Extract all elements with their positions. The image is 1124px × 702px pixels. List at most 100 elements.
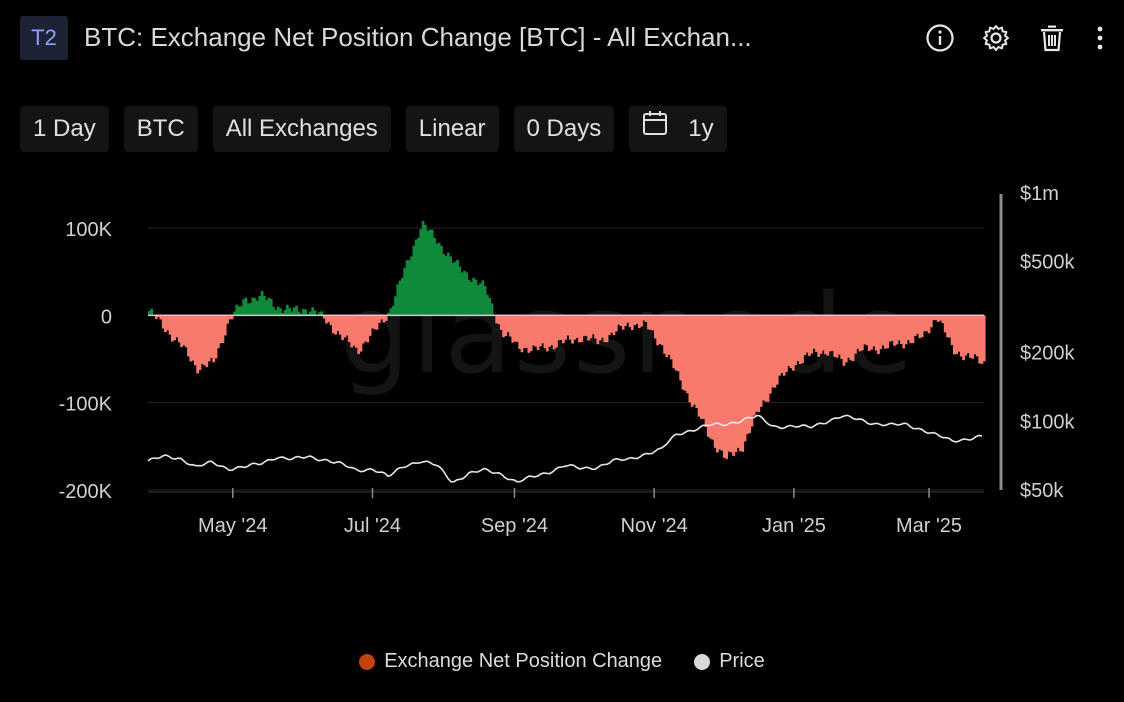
- net-bar-negative: [640, 315, 643, 327]
- net-bar-negative: [617, 315, 620, 325]
- net-bar-negative: [884, 315, 887, 349]
- net-bar-positive: [258, 296, 262, 316]
- net-bar-negative: [941, 315, 945, 324]
- net-bar-negative: [539, 315, 542, 347]
- net-bar-positive: [460, 272, 464, 316]
- net-bar-positive: [391, 306, 395, 316]
- net-bar-negative: [564, 315, 567, 340]
- net-bar-negative: [946, 315, 949, 338]
- info-icon[interactable]: [922, 20, 958, 56]
- net-bar-negative: [610, 315, 613, 333]
- net-bar-negative: [637, 315, 641, 329]
- net-bar-negative: [895, 315, 899, 345]
- net-bar-negative: [824, 315, 827, 355]
- chart-plot[interactable]: 100K 0 -100K -200K $1m $500k $200k $100k $50k May…: [0, 180, 1124, 560]
- exchange-dropdown[interactable]: All Exchanges: [212, 106, 391, 152]
- net-bar-negative: [585, 315, 588, 336]
- net-bar-negative: [173, 315, 176, 341]
- gear-icon[interactable]: [978, 20, 1014, 56]
- trash-icon[interactable]: [1034, 20, 1070, 56]
- net-bar-negative: [217, 315, 220, 349]
- net-bar-negative: [647, 315, 650, 330]
- net-bar-positive: [249, 303, 252, 316]
- net-bar-negative: [934, 315, 938, 321]
- net-bar-negative: [644, 315, 648, 322]
- net-bar-positive: [313, 310, 317, 316]
- scale-dropdown[interactable]: Linear: [405, 106, 499, 152]
- date-range-button[interactable]: 1y: [629, 106, 727, 152]
- net-bar-negative: [904, 315, 908, 345]
- moving-average-dropdown[interactable]: 0 Days: [513, 106, 615, 152]
- net-bar-positive: [405, 260, 409, 316]
- net-bar-negative: [780, 315, 784, 374]
- legend-item-net-position[interactable]: Exchange Net Position Change: [359, 650, 662, 673]
- net-bar-negative: [543, 315, 547, 349]
- net-bar-positive: [253, 298, 257, 316]
- net-bar-negative: [674, 315, 678, 371]
- net-bar-negative: [522, 315, 526, 349]
- net-bar-negative: [980, 315, 984, 364]
- net-bar-negative: [355, 315, 358, 348]
- asset-dropdown[interactable]: BTC: [123, 106, 198, 152]
- net-bar-negative: [957, 315, 961, 352]
- more-vertical-icon[interactable]: [1090, 20, 1110, 56]
- net-bar-negative: [943, 315, 947, 333]
- net-bar-negative: [798, 315, 802, 365]
- net-bar-negative: [746, 315, 749, 435]
- net-bar-negative: [154, 315, 158, 320]
- net-bar-negative: [794, 315, 797, 366]
- net-bar-positive: [412, 245, 416, 316]
- net-bar-negative: [343, 315, 347, 338]
- net-bar-negative: [982, 315, 986, 362]
- net-bar-negative: [187, 315, 190, 357]
- net-bar-positive: [150, 308, 153, 316]
- net-bar-negative: [594, 315, 597, 339]
- net-bar-negative: [815, 315, 818, 352]
- net-bar-negative: [865, 315, 869, 346]
- net-bar-positive: [403, 267, 406, 316]
- net-bar-negative: [939, 315, 942, 321]
- net-bar-negative: [801, 315, 804, 364]
- y-right-tick-label: $50k: [1020, 480, 1064, 502]
- net-bar-negative: [511, 315, 515, 343]
- resolution-dropdown[interactable]: 1 Day: [20, 106, 109, 152]
- net-bar-negative: [329, 315, 333, 326]
- net-bar-positive: [481, 280, 485, 316]
- net-bar-negative: [619, 315, 623, 326]
- net-bar-negative: [596, 315, 600, 345]
- net-bar-positive: [430, 229, 434, 316]
- net-bar-negative: [573, 315, 577, 340]
- net-bar-negative: [971, 315, 975, 359]
- legend-label-price: Price: [719, 650, 765, 672]
- net-bar-negative: [711, 315, 715, 440]
- net-bar-negative: [828, 315, 832, 352]
- legend-item-price[interactable]: Price: [694, 650, 765, 673]
- net-bar-positive: [426, 230, 429, 316]
- net-bar-negative: [322, 315, 326, 319]
- net-bar-positive: [267, 297, 271, 316]
- net-bar-negative: [916, 315, 919, 334]
- net-bar-negative: [718, 315, 722, 450]
- net-bar-negative: [792, 315, 795, 371]
- chart-toolbar: 1 Day BTC All Exchanges Linear 0 Days 1y: [20, 106, 727, 152]
- net-bar-negative: [863, 315, 866, 345]
- net-bar-negative: [879, 315, 883, 350]
- net-bar-negative: [332, 315, 335, 334]
- net-bar-negative: [527, 315, 531, 353]
- net-bar-negative: [870, 315, 873, 350]
- net-bar-negative: [950, 315, 954, 346]
- net-bar-negative: [210, 315, 213, 359]
- net-bar-negative: [509, 315, 512, 337]
- net-bar-positive: [483, 286, 487, 316]
- net-bar-negative: [578, 315, 581, 343]
- net-bar-positive: [419, 229, 423, 316]
- tier-badge: T2: [20, 16, 68, 60]
- net-bar-positive: [302, 308, 305, 316]
- net-bar-positive: [286, 304, 289, 316]
- chart-title: BTC: Exchange Net Position Change [BTC] …: [84, 22, 752, 52]
- net-bar-negative: [932, 315, 935, 321]
- x-tick-label: Jul '24: [344, 515, 401, 537]
- net-bar-negative: [805, 315, 809, 353]
- net-bar-negative: [690, 315, 694, 407]
- net-bar-negative: [697, 315, 701, 417]
